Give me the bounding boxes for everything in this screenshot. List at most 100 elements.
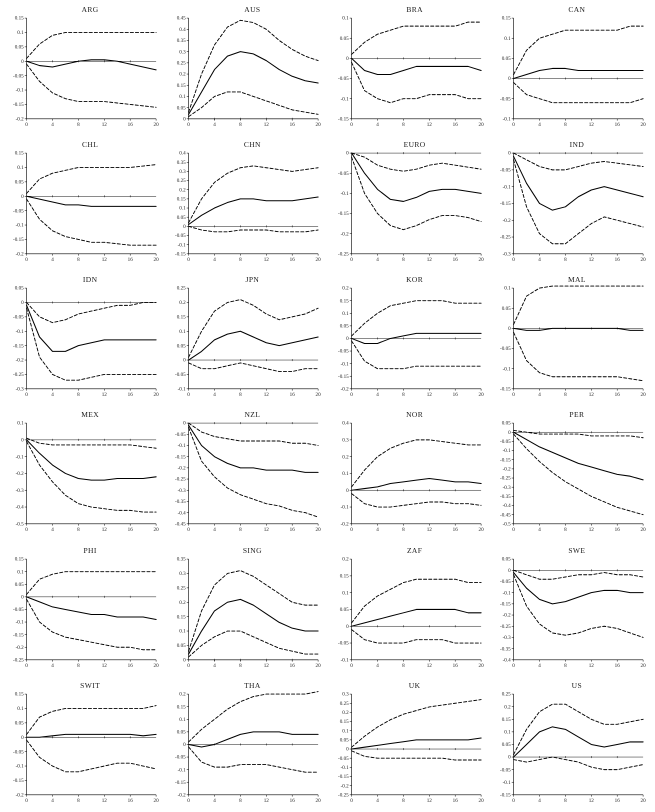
x-tick-label: 8 bbox=[402, 528, 405, 534]
y-tick-label: -0.05 bbox=[13, 607, 24, 613]
chart-cell: CHL 0.15 0.1 0.05 0 -0.05 -0.1 -0.15 -0.2 0 4 8 12 16… bbox=[5, 140, 161, 265]
response-line bbox=[26, 439, 157, 482]
chart-title: US bbox=[571, 680, 583, 690]
y-tick-label: 0.1 bbox=[17, 165, 24, 171]
x-tick-label: 4 bbox=[376, 663, 379, 669]
response-line bbox=[350, 57, 482, 76]
y-tick-label: 0.2 bbox=[504, 704, 511, 710]
y-tick-label: -0.1 bbox=[502, 590, 511, 596]
y-tick-label: 0.05 bbox=[501, 306, 510, 312]
y-tick-label: 0.15 bbox=[177, 315, 186, 321]
y-tick-label: 0.05 bbox=[15, 581, 24, 587]
response-line bbox=[26, 595, 157, 620]
x-tick-label: 4 bbox=[51, 122, 54, 128]
y-tick-label: -0.05 bbox=[175, 432, 186, 438]
upper-band-line bbox=[188, 569, 319, 652]
upper-band-line bbox=[26, 704, 157, 735]
x-tick-label: 20 bbox=[154, 663, 160, 669]
chart-title: ARG bbox=[81, 5, 99, 14]
chart-cell: AUS 0.45 0.4 0.35 0.3 0.25 0.2 0.15 0.1 0.05 0 0 4 8 1… bbox=[167, 5, 323, 130]
y-tick-label: 0.05 bbox=[339, 36, 348, 42]
response-line bbox=[512, 725, 644, 758]
y-tick-label: -0.2 bbox=[178, 792, 187, 798]
y-tick-label: -0.1 bbox=[340, 362, 349, 368]
x-tick-label: 0 bbox=[512, 392, 515, 398]
y-tick-label: 0.2 bbox=[180, 72, 187, 78]
chart-plot: 0.4 0.35 0.3 0.25 0.2 0.15 0.1 0.05 0 -0.05 -0.1 -0… bbox=[175, 151, 321, 263]
y-tick-label: 0.15 bbox=[339, 573, 348, 579]
x-tick-label: 4 bbox=[213, 257, 216, 263]
y-tick-label: 0.15 bbox=[177, 614, 186, 620]
x-tick-label: 0 bbox=[350, 257, 353, 263]
response-line bbox=[26, 305, 157, 353]
x-tick-label: 16 bbox=[128, 122, 134, 128]
y-tick-label: 0.2 bbox=[180, 300, 187, 306]
chart-title: SING bbox=[242, 545, 262, 555]
y-tick-label: 0 bbox=[21, 594, 24, 600]
response-line bbox=[188, 730, 319, 748]
x-tick-label: 16 bbox=[452, 663, 458, 669]
y-tick-label: 0.2 bbox=[342, 455, 349, 461]
y-tick-label: 0.35 bbox=[177, 160, 186, 166]
x-tick-label: 20 bbox=[640, 663, 646, 669]
y-tick-label: -0.3 bbox=[502, 252, 511, 258]
y-tick-label: -0.15 bbox=[13, 632, 24, 638]
y-tick-label: 0.4 bbox=[342, 421, 349, 427]
x-tick-label: 12 bbox=[264, 663, 270, 669]
chart-title: IND bbox=[569, 140, 585, 150]
y-tick-label: -0.05 bbox=[500, 767, 511, 773]
y-tick-label: -0.05 bbox=[13, 749, 24, 755]
y-tick-label: -0.45 bbox=[500, 513, 511, 519]
chart-cell: ZAF 0.2 0.15 0.1 0.05 0 -0.05 -0.1 0 4 8 12 16 20 bbox=[330, 546, 486, 671]
y-tick-label: 0.05 bbox=[501, 56, 510, 62]
chart-plot: 0 -0.05 -0.1 -0.15 -0.2 -0.25 -0.3 -0.35 -0.4 -0.… bbox=[175, 421, 321, 533]
y-tick-label: -0.1 bbox=[340, 765, 349, 771]
y-tick-label: -0.1 bbox=[178, 387, 187, 393]
y-tick-label: 0.1 bbox=[180, 717, 187, 723]
y-tick-label: -0.15 bbox=[13, 344, 24, 350]
lower-band-line bbox=[26, 63, 157, 108]
x-tick-label: 4 bbox=[538, 528, 541, 534]
x-tick-label: 12 bbox=[426, 528, 432, 534]
chart-title: UK bbox=[408, 680, 421, 690]
upper-band-line bbox=[512, 703, 644, 755]
y-tick-label: 0.2 bbox=[180, 599, 187, 605]
upper-band-line bbox=[26, 438, 157, 450]
lower-band-line bbox=[512, 82, 644, 104]
chart-plot: 0-0.05-0.1-0.15-0.2-0.250 4 8 12 16 20 bbox=[338, 151, 484, 263]
chart-cell: ARG 0.15 0.1 0.05 0 -0.05 -0.1 -0.15 -0.2 0 4 8 12 16… bbox=[5, 5, 161, 130]
x-tick-label: 4 bbox=[538, 257, 541, 263]
x-tick-label: 0 bbox=[512, 257, 515, 263]
lower-band-line bbox=[26, 441, 157, 513]
y-tick-label: 0.35 bbox=[177, 556, 186, 562]
y-tick-label: 0.1 bbox=[342, 728, 349, 734]
y-tick-label: -0.2 bbox=[16, 644, 25, 650]
y-tick-label: -0.25 bbox=[13, 372, 24, 378]
y-tick-label: -0.1 bbox=[502, 449, 511, 455]
x-tick-label: 4 bbox=[213, 392, 216, 398]
lower-band-line bbox=[350, 156, 482, 231]
chart-cell: MEX 0.1 0 -0.1 -0.2 -0.3 -0.4 -0.5 0 4 8 12 16 20 bbox=[5, 410, 161, 535]
y-tick-label: -0.3 bbox=[502, 485, 511, 491]
y-tick-label: -0.05 bbox=[500, 96, 511, 102]
response-line bbox=[26, 59, 157, 71]
upper-band-line bbox=[26, 164, 157, 194]
y-tick-label: -0.05 bbox=[338, 76, 349, 82]
x-tick-label: 8 bbox=[77, 798, 80, 804]
chart-title: AUS bbox=[244, 5, 261, 14]
y-tick-label: -0.05 bbox=[13, 208, 24, 214]
y-tick-label: 0.05 bbox=[15, 720, 24, 726]
y-tick-label: 0 bbox=[21, 300, 24, 306]
y-tick-label: 0.15 bbox=[339, 299, 348, 305]
x-tick-label: 20 bbox=[640, 798, 646, 804]
x-tick-label: 12 bbox=[588, 392, 594, 398]
y-tick-label: 0.1 bbox=[17, 706, 24, 712]
y-tick-label: 0 bbox=[346, 56, 349, 62]
chart-plot: 0.150.10.050-0.05-0.1-0.15-0.20 4 8 12 16 20 bbox=[13, 691, 159, 804]
response-line bbox=[188, 330, 319, 361]
lower-band-line bbox=[350, 61, 482, 104]
chart-title: IDN bbox=[82, 275, 98, 285]
y-tick-label: -0.2 bbox=[16, 471, 25, 477]
upper-band-line bbox=[350, 152, 482, 172]
x-tick-label: 12 bbox=[264, 122, 270, 128]
